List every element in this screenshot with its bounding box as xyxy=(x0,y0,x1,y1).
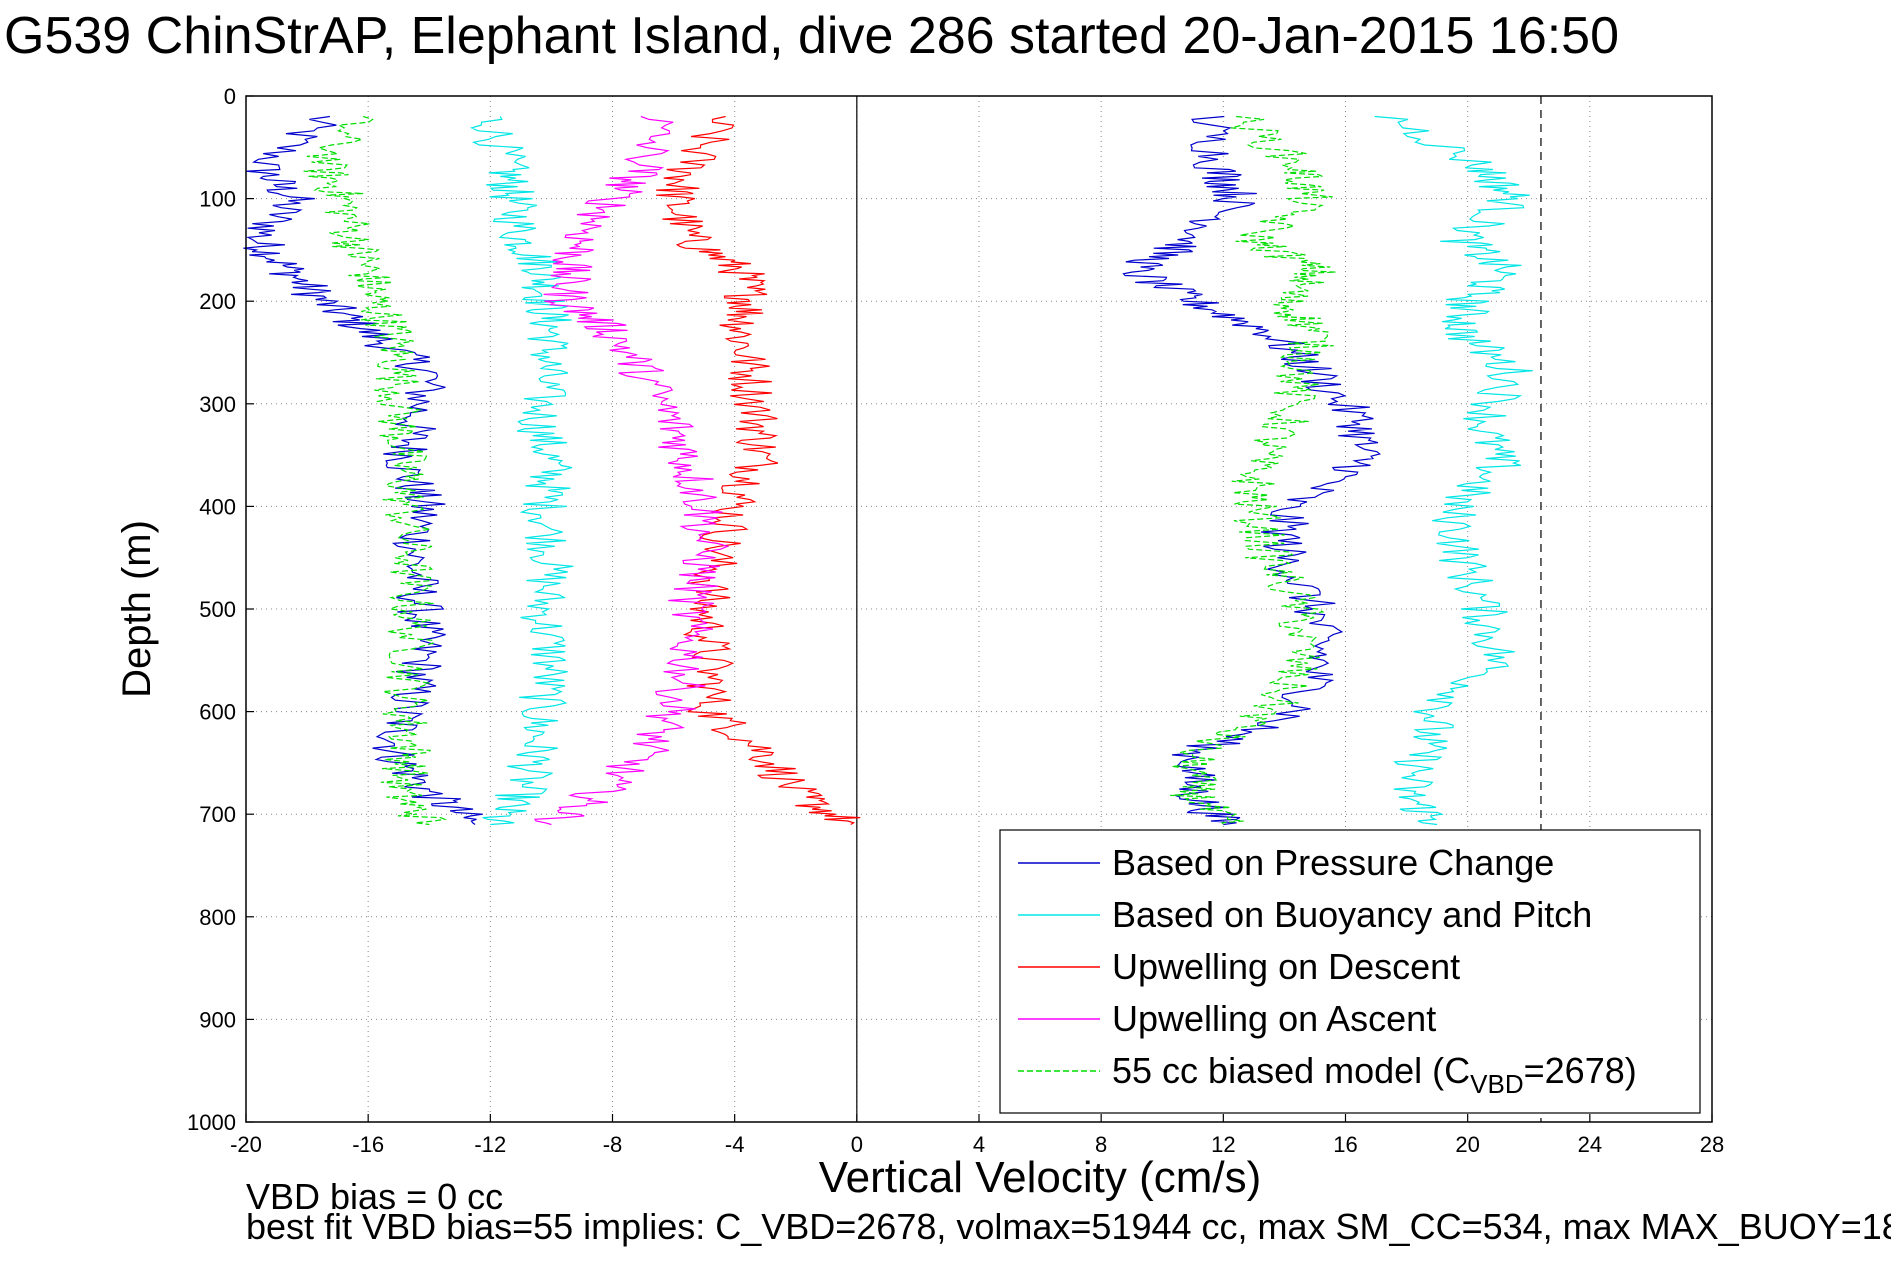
x-tick-label: -4 xyxy=(725,1132,745,1157)
series-line-ascent-7 xyxy=(1170,115,1336,825)
y-tick-label: 0 xyxy=(224,84,236,109)
legend-label-text: Based on Pressure Change xyxy=(1112,842,1554,883)
legend-label: Based on Pressure Change xyxy=(1112,842,1554,883)
x-tick-label: -16 xyxy=(352,1132,384,1157)
y-tick-label: 200 xyxy=(199,289,236,314)
legend-label: Based on Buoyancy and Pitch xyxy=(1112,894,1592,935)
x-tick-label: 20 xyxy=(1455,1132,1479,1157)
x-axis-label: Vertical Velocity (cm/s) xyxy=(819,1153,1262,1202)
x-tick-label: 28 xyxy=(1700,1132,1724,1157)
axis-ticks: -20 -16 -12 -8 -4 0 4 8 12 16 20 24 28 0 100 200 300 400 5… xyxy=(187,84,1724,1157)
x-tick-label: 16 xyxy=(1333,1132,1357,1157)
y-tick-label: 900 xyxy=(199,1007,236,1032)
series-line-ascent-4 xyxy=(1122,115,1381,826)
legend-label: Upwelling on Descent xyxy=(1112,946,1460,987)
y-tick-label: 500 xyxy=(199,597,236,622)
y-tick-label: 800 xyxy=(199,905,236,930)
legend-label-text: Upwelling on Ascent xyxy=(1112,998,1436,1039)
footer-best-fit: best fit VBD bias=55 implies: C_VBD=2678… xyxy=(246,1206,1891,1247)
x-tick-label: 4 xyxy=(973,1132,985,1157)
legend: Based on Pressure Change Based on Buoyanc… xyxy=(999,829,1701,1114)
series-line-ascent-5 xyxy=(1374,115,1533,826)
legend-label-text: Based on Buoyancy and Pitch xyxy=(1112,894,1592,935)
legend-label-subscript: VBD xyxy=(1470,1069,1523,1099)
legend-label-text: 55 cc biased model (C xyxy=(1112,1050,1470,1091)
series-line-descent-3 xyxy=(303,115,447,826)
x-tick-label: 0 xyxy=(851,1132,863,1157)
y-tick-label: 1000 xyxy=(187,1110,236,1135)
series-line-descent-1 xyxy=(469,116,574,826)
x-tick-label: -20 xyxy=(230,1132,262,1157)
y-tick-label: 300 xyxy=(199,392,236,417)
x-tick-label: 8 xyxy=(1095,1132,1107,1157)
y-tick-label: 600 xyxy=(199,700,236,725)
legend-label-text: Upwelling on Descent xyxy=(1112,946,1460,987)
y-tick-label: 400 xyxy=(199,494,236,519)
footer-vbd-bias: VBD bias = 0 cc xyxy=(246,1176,504,1217)
y-axis-label: Depth (m) xyxy=(115,520,159,698)
x-tick-label: 12 xyxy=(1211,1132,1235,1157)
legend-label-suffix: =2678) xyxy=(1524,1050,1637,1091)
legend-label: Upwelling on Ascent xyxy=(1112,998,1436,1039)
x-tick-label: -8 xyxy=(603,1132,623,1157)
x-tick-label: -12 xyxy=(474,1132,506,1157)
y-tick-label: 700 xyxy=(199,802,236,827)
legend-box xyxy=(999,829,1701,1114)
y-tick-label: 100 xyxy=(199,187,236,212)
legend-label: 55 cc biased model (CVBD=2678) xyxy=(1112,1050,1637,1099)
chart-title: G539 ChinStrAP, Elephant Island, dive 28… xyxy=(4,7,1620,65)
series-line-ascent-6 xyxy=(533,115,730,826)
series-line-descent-0 xyxy=(243,115,483,825)
series-line-descent-2 xyxy=(656,115,861,826)
x-tick-label: 24 xyxy=(1578,1132,1602,1157)
